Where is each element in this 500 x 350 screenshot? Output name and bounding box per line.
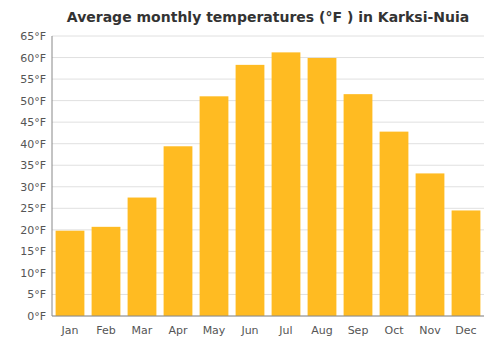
grid-line <box>52 36 484 37</box>
y-tick-label: 65°F <box>20 30 46 43</box>
grid-line <box>52 165 484 166</box>
x-tick-label: Oct <box>384 324 404 337</box>
x-tick-label: Aug <box>311 324 332 337</box>
chart: Average monthly temperatures (°F ) in Ka… <box>0 0 500 350</box>
bar <box>272 52 301 316</box>
x-tick-label: Jul <box>278 324 292 337</box>
y-tick-label: 25°F <box>20 202 46 215</box>
x-tick-label: May <box>203 324 226 337</box>
x-tick-label: Dec <box>455 324 476 337</box>
y-tick-label: 20°F <box>20 224 46 237</box>
x-tick-label: Jun <box>240 324 258 337</box>
bar <box>200 96 229 316</box>
bars <box>56 52 481 316</box>
y-tick-label: 55°F <box>20 73 46 86</box>
y-tick-label: 15°F <box>20 245 46 258</box>
bar <box>128 198 157 316</box>
bar <box>92 227 121 316</box>
grid-line <box>52 316 484 317</box>
y-tick-label: 10°F <box>20 267 46 280</box>
bar <box>416 173 445 316</box>
x-tick-label: Apr <box>168 324 188 337</box>
grid-line <box>52 100 484 101</box>
bar <box>56 231 85 316</box>
grid-line <box>52 79 484 80</box>
bar <box>380 132 409 316</box>
grid-line <box>52 143 484 144</box>
x-tick-label: Jan <box>61 324 79 337</box>
bar <box>344 94 373 316</box>
y-tick-label: 30°F <box>20 181 46 194</box>
y-tick-label: 50°F <box>20 95 46 108</box>
grid-line <box>52 122 484 123</box>
bar <box>164 146 193 316</box>
x-tick-label: Mar <box>132 324 153 337</box>
bar <box>308 58 337 316</box>
title: Average monthly temperatures (°F ) in Ka… <box>67 9 469 25</box>
y-axis-line <box>52 36 53 316</box>
grid-line <box>52 57 484 58</box>
x-tick-label: Nov <box>419 324 441 337</box>
grid <box>52 36 484 316</box>
y-tick-label: 40°F <box>20 138 46 151</box>
y-tick-label: 0°F <box>27 310 46 323</box>
bar <box>236 65 265 316</box>
y-tick-label: 60°F <box>20 52 46 65</box>
chart-container: Average monthly temperatures (°F ) in Ka… <box>0 0 500 350</box>
bar <box>452 210 481 316</box>
y-tick-label: 45°F <box>20 116 46 129</box>
x-axis-line <box>52 316 484 317</box>
x-tick-label: Sep <box>348 324 369 337</box>
y-tick-label: 5°F <box>27 288 46 301</box>
x-tick-label: Feb <box>96 324 115 337</box>
y-tick-label: 35°F <box>20 159 46 172</box>
